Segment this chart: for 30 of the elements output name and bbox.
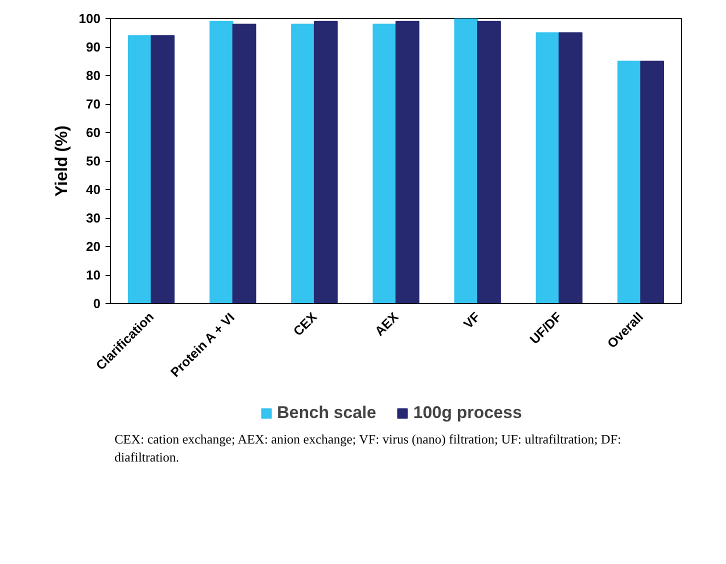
bar (232, 24, 256, 304)
y-tick-label: 0 (93, 296, 101, 311)
y-tick-label: 30 (86, 210, 101, 226)
bar (372, 24, 396, 304)
y-tick-label: 70 (86, 96, 101, 112)
bar (150, 35, 175, 304)
bar (210, 20, 234, 304)
bar (477, 20, 501, 304)
y-axis-title: Yield (%) (52, 125, 71, 197)
bar (291, 24, 315, 304)
y-tick-label: 10 (86, 268, 101, 282)
legend-label: 100g process (413, 403, 522, 423)
y-tick-label: 40 (86, 182, 101, 197)
y-tick-label: 80 (86, 68, 101, 83)
text: CEX: cation exchange; AEX: anion exchange; VF: virus (nano) filtration; UF: ultrafiltration; DF: diafiltration. (114, 432, 622, 464)
bar (536, 32, 560, 304)
legend-label: Bench scale (277, 403, 376, 423)
y-tick-label: 90 (86, 40, 101, 54)
y-tick-label: 60 (86, 125, 101, 140)
bar (396, 20, 420, 304)
bar (314, 20, 338, 304)
y-tick-label: 20 (86, 239, 101, 254)
bar (640, 60, 664, 304)
bar (617, 60, 642, 304)
x-tick-label: VF (460, 309, 483, 332)
bar (454, 18, 478, 304)
y-tick-label: 50 (86, 154, 101, 168)
bar (128, 35, 152, 304)
y-tick-label: 100 (78, 11, 101, 26)
bar (558, 32, 582, 304)
